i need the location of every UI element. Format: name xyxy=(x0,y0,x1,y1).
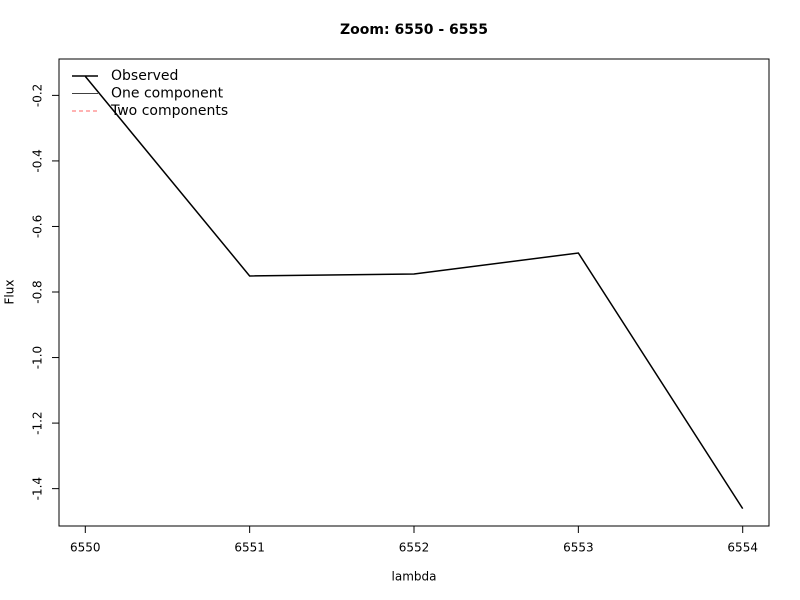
data-line xyxy=(84,75,744,510)
y-tick-label: -0.2 xyxy=(31,84,45,107)
x-tick-label: 6553 xyxy=(563,541,594,555)
legend-label: Observed xyxy=(111,68,178,84)
y-tick-label: -1.2 xyxy=(31,411,45,434)
x-tick-label: 6551 xyxy=(234,541,265,555)
y-tick-label: -1.4 xyxy=(31,477,45,500)
y-tick-label: -0.8 xyxy=(31,280,45,303)
y-tick-label: -0.6 xyxy=(31,215,45,238)
y-tick-label: -0.4 xyxy=(31,149,45,172)
y-axis-label: Flux xyxy=(3,280,17,305)
legend-label: One component xyxy=(111,86,224,102)
x-tick-label: 6550 xyxy=(70,541,101,555)
chart-title: Zoom: 6550 - 6555 xyxy=(340,22,488,38)
x-tick-label: 6554 xyxy=(727,541,758,555)
x-tick-label: 6552 xyxy=(399,541,430,555)
legend-label: Two components xyxy=(110,103,228,119)
y-tick-label: -1.0 xyxy=(31,346,45,369)
x-axis-label: lambda xyxy=(392,570,437,584)
